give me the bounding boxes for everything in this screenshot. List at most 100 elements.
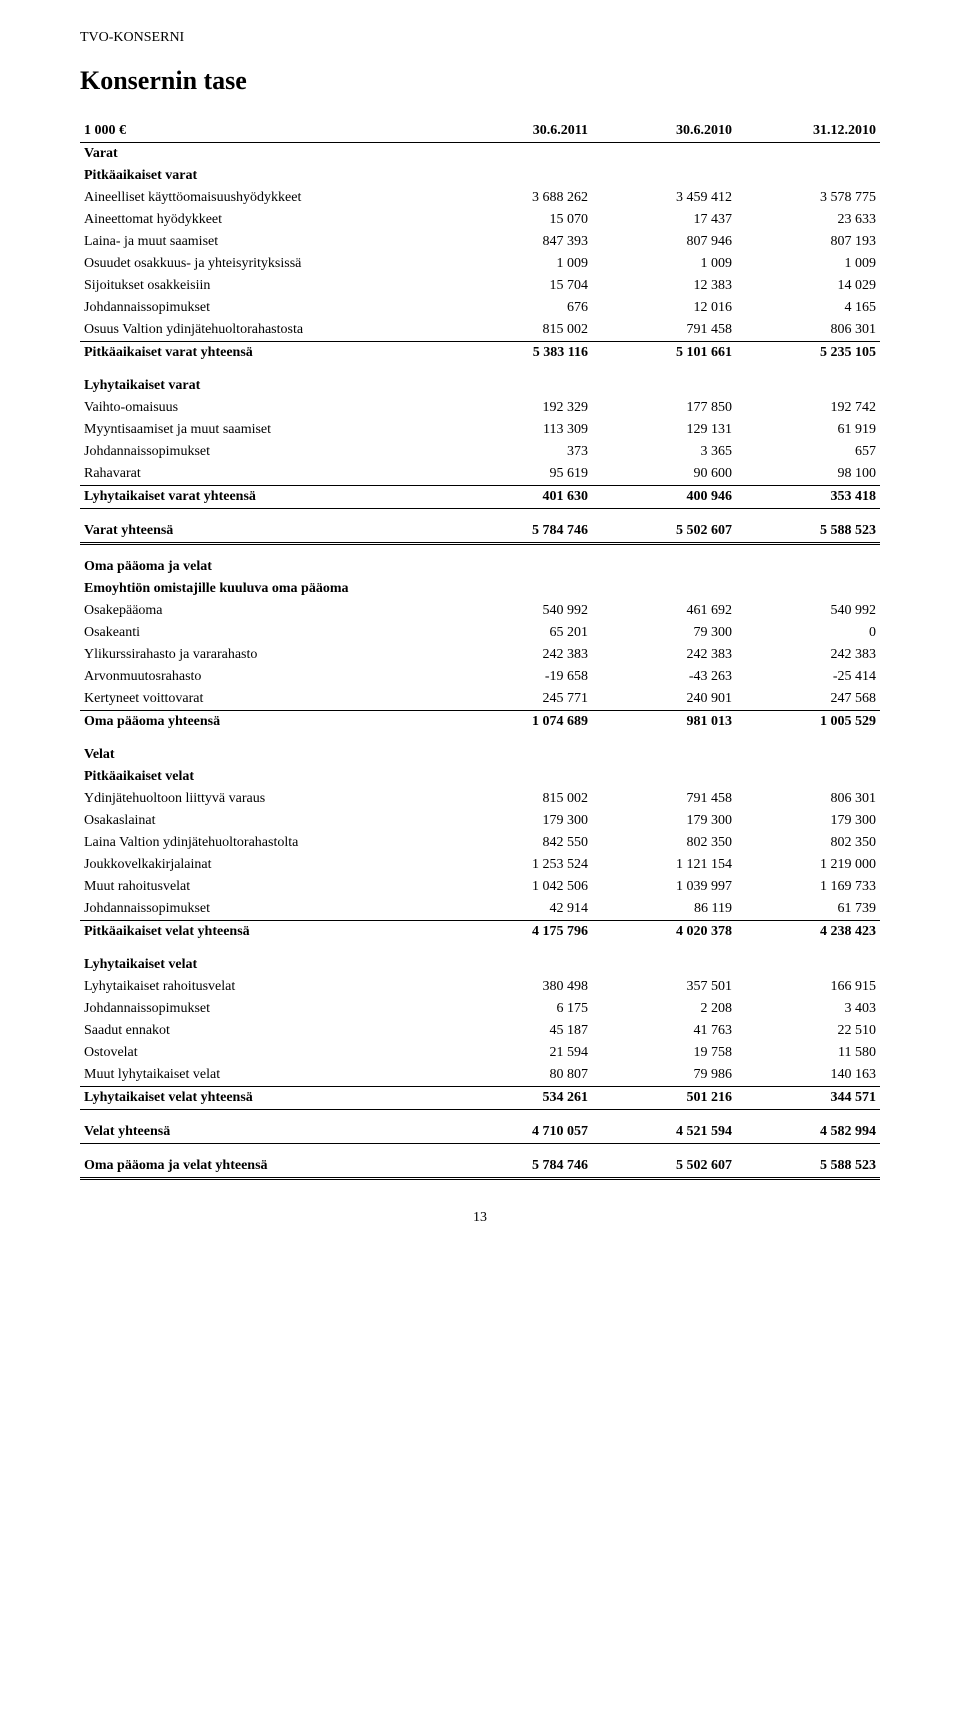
table-cell: Osuus Valtion ydinjätehuoltorahastosta <box>80 319 448 342</box>
table-cell <box>448 943 592 976</box>
table-cell <box>592 766 736 788</box>
table-cell <box>448 165 592 187</box>
table-cell: 806 301 <box>736 788 880 810</box>
table-cell: 12 383 <box>592 275 736 297</box>
table-cell: Muut rahoitusvelat <box>80 876 448 898</box>
table-cell: 815 002 <box>448 788 592 810</box>
table-cell: Lyhytaikaiset velat yhteensä <box>80 1087 448 1110</box>
table-cell: 353 418 <box>736 486 880 509</box>
table-cell: 981 013 <box>592 711 736 734</box>
table-cell: 129 131 <box>592 419 736 441</box>
table-cell: Myyntisaamiset ja muut saamiset <box>80 419 448 441</box>
table-cell: 4 165 <box>736 297 880 319</box>
table-cell <box>736 766 880 788</box>
table-cell: Ylikurssirahasto ja vararahasto <box>80 644 448 666</box>
table-cell <box>736 733 880 766</box>
table-cell: 95 619 <box>448 463 592 486</box>
table-cell: 179 300 <box>592 810 736 832</box>
table-cell: 140 163 <box>736 1064 880 1087</box>
table-cell: 179 300 <box>736 810 880 832</box>
table-cell: 791 458 <box>592 319 736 342</box>
table-cell: 65 201 <box>448 622 592 644</box>
table-cell <box>592 165 736 187</box>
balance-table: 1 000 € 30.6.2011 30.6.2010 31.12.2010 V… <box>80 120 880 1180</box>
table-cell <box>448 766 592 788</box>
page-number: 13 <box>80 1210 880 1226</box>
table-cell: Saadut ennakot <box>80 1020 448 1042</box>
table-cell <box>448 733 592 766</box>
table-cell: 1 074 689 <box>448 711 592 734</box>
table-cell <box>736 943 880 976</box>
table-cell: 3 688 262 <box>448 187 592 209</box>
table-cell: 676 <box>448 297 592 319</box>
table-cell: Ydinjätehuoltoon liittyvä varaus <box>80 788 448 810</box>
table-cell: 5 502 607 <box>592 509 736 544</box>
table-cell: 815 002 <box>448 319 592 342</box>
table-cell: Rahavarat <box>80 463 448 486</box>
table-cell: 245 771 <box>448 688 592 711</box>
table-cell: 4 710 057 <box>448 1110 592 1144</box>
table-cell: 807 193 <box>736 231 880 253</box>
table-cell: Laina Valtion ydinjätehuoltorahastolta <box>80 832 448 854</box>
table-cell: 534 261 <box>448 1087 592 1110</box>
table-cell: 357 501 <box>592 976 736 998</box>
table-cell: 4 238 423 <box>736 921 880 944</box>
table-cell: Johdannaissopimukset <box>80 898 448 921</box>
table-cell: 1 005 529 <box>736 711 880 734</box>
table-cell: 247 568 <box>736 688 880 711</box>
table-cell <box>736 364 880 397</box>
table-cell: 5 101 661 <box>592 342 736 365</box>
table-cell: 6 175 <box>448 998 592 1020</box>
table-cell <box>448 143 592 166</box>
table-cell: 80 807 <box>448 1064 592 1087</box>
table-cell: 1 009 <box>592 253 736 275</box>
table-cell <box>592 544 736 579</box>
table-cell: 86 119 <box>592 898 736 921</box>
table-cell: Vaihto-omaisuus <box>80 397 448 419</box>
table-cell: Lyhytaikaiset velat <box>80 943 448 976</box>
table-cell: Pitkäaikaiset varat yhteensä <box>80 342 448 365</box>
page-title: Konsernin tase <box>80 66 880 96</box>
table-cell: 22 510 <box>736 1020 880 1042</box>
table-cell: Velat yhteensä <box>80 1110 448 1144</box>
table-cell: 0 <box>736 622 880 644</box>
table-cell: 1 009 <box>736 253 880 275</box>
table-cell: 19 758 <box>592 1042 736 1064</box>
table-cell: 4 175 796 <box>448 921 592 944</box>
table-cell: 11 580 <box>736 1042 880 1064</box>
table-cell: 166 915 <box>736 976 880 998</box>
table-cell: 45 187 <box>448 1020 592 1042</box>
table-cell: 90 600 <box>592 463 736 486</box>
table-cell: Pitkäaikaiset velat yhteensä <box>80 921 448 944</box>
col-header-1: 30.6.2011 <box>448 120 592 143</box>
table-cell: 461 692 <box>592 600 736 622</box>
table-cell: 179 300 <box>448 810 592 832</box>
table-cell: 5 588 523 <box>736 1144 880 1179</box>
table-cell: 3 578 775 <box>736 187 880 209</box>
table-cell <box>592 143 736 166</box>
table-cell: 807 946 <box>592 231 736 253</box>
table-cell: Ostovelat <box>80 1042 448 1064</box>
table-cell: 5 588 523 <box>736 509 880 544</box>
table-cell: 380 498 <box>448 976 592 998</box>
table-cell: 802 350 <box>592 832 736 854</box>
table-cell: 847 393 <box>448 231 592 253</box>
table-cell: 3 365 <box>592 441 736 463</box>
table-cell <box>448 364 592 397</box>
table-cell: Osakaslainat <box>80 810 448 832</box>
table-cell: 4 521 594 <box>592 1110 736 1144</box>
table-cell: 192 742 <box>736 397 880 419</box>
table-cell <box>592 364 736 397</box>
table-cell: 113 309 <box>448 419 592 441</box>
table-cell <box>736 143 880 166</box>
table-cell: Joukkovelkakirjalainat <box>80 854 448 876</box>
table-cell: 501 216 <box>592 1087 736 1110</box>
table-cell: Laina- ja muut saamiset <box>80 231 448 253</box>
table-cell: 79 986 <box>592 1064 736 1087</box>
table-cell: Johdannaissopimukset <box>80 441 448 463</box>
table-cell: 5 383 116 <box>448 342 592 365</box>
page-header: TVO-KONSERNI <box>80 30 880 46</box>
table-cell: 17 437 <box>592 209 736 231</box>
table-cell: 802 350 <box>736 832 880 854</box>
table-cell: Oma pääoma ja velat <box>80 544 448 579</box>
